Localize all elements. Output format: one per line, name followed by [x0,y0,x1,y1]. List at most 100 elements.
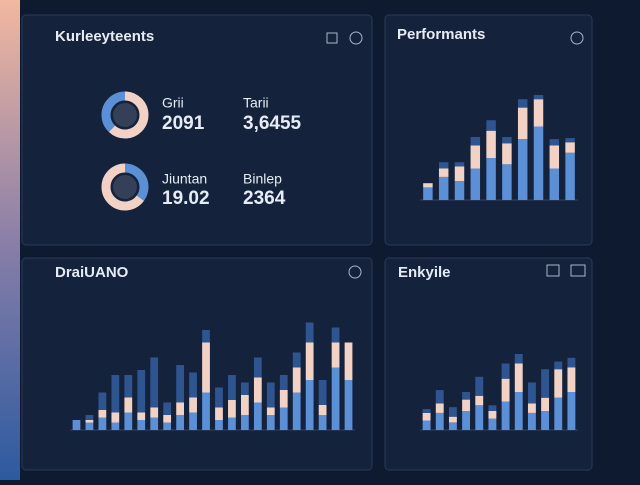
bar-segment [533,99,544,127]
bar-segment [137,420,146,430]
icon[interactable] [570,31,584,45]
bar-segment [124,375,133,398]
panel [21,257,373,471]
bar-segment [176,402,184,415]
bar-segment [541,411,550,430]
bar-segment [470,145,481,169]
bar-segment [567,367,576,392]
bar-segment [541,369,550,398]
donut-segment [101,163,149,211]
bar-segment [137,370,146,413]
bar-segment [567,392,576,430]
bar-segment [422,412,431,421]
bar-segment [454,166,465,182]
bar-segment [98,392,107,410]
bar-segment [241,382,249,395]
bar-segment [486,120,496,131]
icon[interactable] [570,264,586,277]
bar-segment [253,377,262,403]
bar-segment [438,162,449,169]
bar-segment [189,397,197,413]
panel-title: DraiUANO [55,264,129,281]
bar-segment [189,372,197,398]
bar-segment [318,415,327,430]
bar-segment [215,407,223,420]
bar-segment [150,357,159,408]
bar-segment [305,322,314,343]
bar-segment [533,95,544,100]
bar-segment [228,375,236,400]
bar-segment [422,420,431,430]
bar-segment [344,380,353,430]
bar-segment [435,390,444,404]
donut-hole [113,103,137,127]
bar-segment [501,363,510,379]
bar-segment [202,342,210,393]
bar-segment [292,352,301,368]
bar-segment [565,138,575,143]
metric-label: Binlep [243,171,282,187]
bar-segment [527,382,536,404]
bar-segment [517,139,528,200]
bar-segment [305,342,314,380]
bar-segment [470,168,481,200]
bar-segment [488,405,497,411]
bar-segment [514,392,523,430]
bar-segment [502,164,512,200]
metric-label: Tarii [243,95,269,111]
bar-segment [189,412,197,430]
bar-segment [150,417,159,430]
bar-segment [554,369,563,398]
bar-segment [318,380,327,405]
bar-segment [253,402,262,430]
bar-segment [527,403,536,413]
panel-title: Enkyile [398,264,451,281]
bar-segment [422,409,431,413]
bar-segment [486,130,496,158]
bar-segment [176,415,184,430]
bar-segment [202,330,210,343]
bar-segment [462,399,471,411]
bar-segment [163,415,172,423]
bar-segment [111,412,120,423]
bar-segment [344,342,353,380]
bar-segment [241,415,249,430]
bar-segment [331,327,340,343]
bar-segment [475,395,484,406]
bar-segment [475,376,484,396]
bar-segment [448,416,457,423]
bar-segment [279,375,288,390]
metric-value: 2364 [243,188,286,209]
icon[interactable] [326,32,338,44]
metric-value: 19.02 [162,188,210,209]
bar-segment [462,411,471,430]
bar-segment [541,397,550,411]
icon[interactable] [348,265,362,279]
bar-segment [266,415,275,430]
bar-segment [549,139,560,146]
bar-segment [85,422,94,430]
bar-segment [228,417,236,430]
icon[interactable] [546,264,560,277]
bar-segment [163,402,172,415]
bar-segment [331,367,340,430]
bar-segment [228,400,236,418]
bar-segment [501,378,510,402]
bar-segment [462,392,471,400]
bar-segment [533,126,544,200]
bar-segment [279,390,288,408]
bar-segment [124,412,133,430]
icon[interactable] [349,31,363,45]
bar-segment [72,420,81,430]
bar-segment [448,422,457,430]
bar-segment [163,422,172,430]
bar-segment [435,403,444,413]
bar-segment [85,420,94,423]
bar-segment [215,387,223,408]
bar-segment [98,410,107,418]
panel-title: Kurleeyteents [55,28,154,45]
bar-segment [514,363,523,392]
bar-segment [517,99,528,108]
bar-segment [98,417,107,430]
